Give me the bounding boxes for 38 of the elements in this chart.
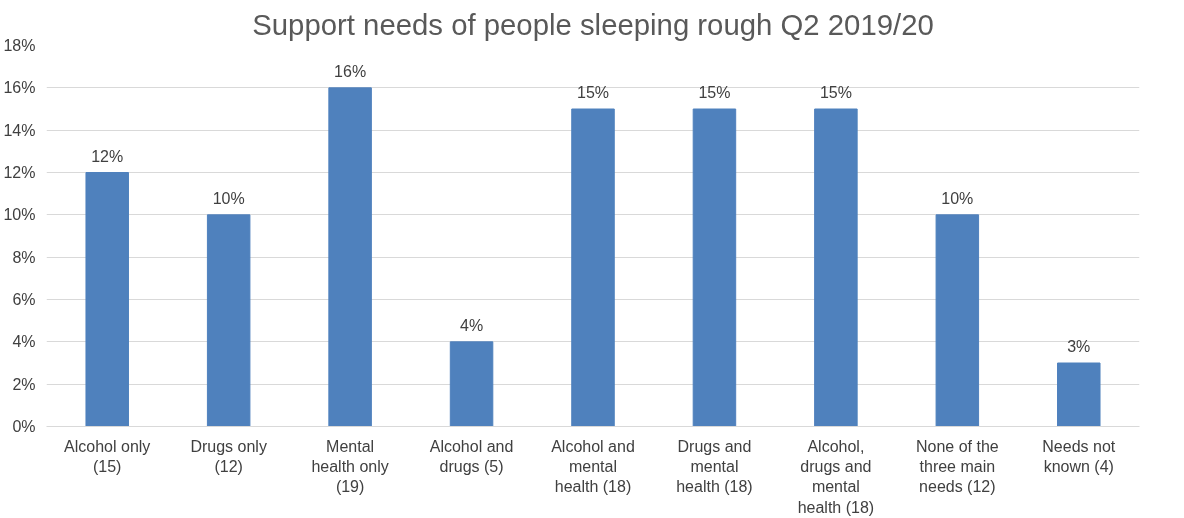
y-tick-label: 8% <box>12 248 36 266</box>
bar <box>85 172 129 427</box>
y-tick-label: 0% <box>12 418 36 435</box>
bar <box>814 108 858 427</box>
data-label: 12% <box>91 147 124 165</box>
x-tick-label: Drugs and mental health (18) <box>676 437 753 496</box>
data-label: 10% <box>941 189 974 207</box>
x-tick-label: Alcohol only (15) <box>64 437 151 475</box>
data-label: 10% <box>212 189 245 207</box>
y-tick-label: 6% <box>12 291 36 308</box>
bar <box>935 214 980 427</box>
y-tick-label: 4% <box>12 333 36 351</box>
data-label: 15% <box>819 84 852 101</box>
data-label: 3% <box>1067 338 1091 355</box>
x-tick-label: Alcohol and drugs (5) <box>429 437 514 475</box>
bar <box>449 341 494 427</box>
y-tick-label: 16% <box>3 79 36 97</box>
x-tick-label: Needs not known (4) <box>1042 437 1116 475</box>
y-tick-label: 10% <box>3 206 36 224</box>
data-label: 15% <box>576 84 610 101</box>
bar <box>571 108 615 427</box>
data-label: 4% <box>459 316 484 334</box>
bar <box>328 87 372 427</box>
bar <box>692 108 737 427</box>
x-tick-label: None of the three main needs (12) <box>915 437 999 496</box>
y-tick-label: 14% <box>3 121 36 139</box>
bar <box>1057 362 1101 427</box>
x-tick-label: Mental health only (19) <box>311 437 389 496</box>
data-label: 15% <box>698 84 731 101</box>
y-tick-label: 18% <box>3 37 36 54</box>
x-tick-label: Alcohol, drugs and mental health (18) <box>797 437 875 516</box>
y-tick-label: 12% <box>3 164 36 181</box>
x-tick-label: Drugs only (12) <box>190 437 267 475</box>
x-tick-label: Alcohol and mental health (18) <box>551 437 635 496</box>
chart-title: Support needs of people sleeping rough Q2 2019/20 <box>252 7 934 41</box>
bar <box>206 214 251 427</box>
data-label: 16% <box>334 62 367 80</box>
y-tick-label: 2% <box>12 375 36 393</box>
